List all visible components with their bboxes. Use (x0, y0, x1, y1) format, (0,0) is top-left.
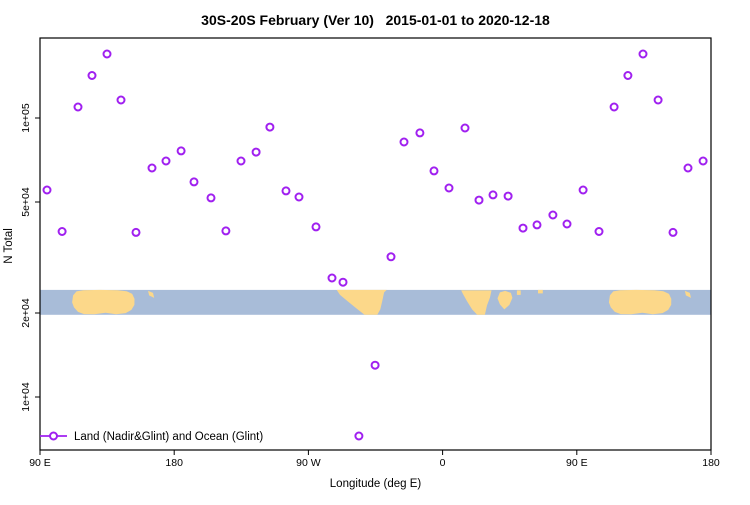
land-new-caledonia (684, 290, 691, 298)
data-point (698, 156, 708, 166)
plot-border (39, 37, 712, 451)
data-point (294, 192, 304, 202)
data-point (594, 227, 604, 236)
land-island-speck-2 (538, 289, 543, 294)
land-south-america (336, 289, 387, 315)
data-point (281, 186, 291, 196)
data-point (87, 71, 97, 80)
data-point (221, 226, 231, 236)
data-point (73, 102, 83, 112)
data-point (161, 156, 171, 166)
land-australia (72, 289, 135, 315)
data-point (399, 137, 409, 147)
data-point (236, 156, 246, 166)
data-point (503, 191, 513, 201)
data-point (338, 277, 348, 287)
data-point (176, 146, 186, 156)
legend: Land (Nadir&Glint) and Ocean (Glint) (40, 431, 263, 443)
data-point (251, 147, 261, 157)
land-new-caledonia (148, 290, 155, 298)
data-point (518, 223, 528, 233)
data-point (131, 227, 141, 237)
data-point (623, 71, 633, 80)
data-point (57, 227, 67, 236)
data-point (327, 273, 337, 283)
data-point (415, 128, 425, 138)
data-point (189, 177, 199, 187)
y-tick-label: 2e+04 (20, 298, 32, 328)
x-tick-label: 180 (702, 457, 720, 469)
data-point (683, 163, 693, 173)
data-point (638, 49, 648, 59)
data-point (206, 193, 216, 203)
data-point (265, 122, 275, 132)
x-axis: 90 E 180 90 W 0 90 E 180 (29, 450, 720, 469)
x-tick-label: 90 E (566, 457, 588, 469)
data-point (370, 360, 380, 370)
land-africa (461, 290, 492, 315)
chart-title: 30S-20S February (Ver 10) 2015-01-01 to … (201, 12, 550, 28)
y-tick-label: 1e+05 (20, 103, 32, 133)
data-point (474, 195, 484, 205)
y-axis: 1e+05 5e+04 2e+04 1e+04 (20, 103, 40, 412)
x-tick-label: 180 (165, 457, 183, 469)
data-point (609, 102, 619, 112)
data-point (653, 95, 663, 105)
data-point (460, 123, 470, 133)
legend-label: Land (Nadir&Glint) and Ocean (Glint) (74, 431, 263, 443)
map-strip (40, 289, 711, 315)
x-tick-label: 0 (440, 457, 446, 469)
data-point (311, 222, 321, 232)
y-axis-title: N Total (3, 228, 15, 264)
land-madagascar (497, 290, 513, 310)
x-tick-label: 90 E (29, 457, 51, 469)
x-tick-label: 90 W (296, 457, 321, 469)
data-point (444, 183, 454, 193)
data-point (429, 166, 439, 176)
land-australia (608, 289, 672, 315)
data-point (42, 185, 52, 195)
data-point (116, 95, 126, 105)
data-point (354, 431, 364, 441)
x-axis-title: Longitude (deg E) (330, 478, 422, 490)
data-point (548, 210, 558, 220)
legend-point-marker (49, 431, 58, 441)
data-point (147, 163, 157, 173)
y-tick-label: 1e+04 (20, 382, 32, 412)
data-point (488, 190, 498, 200)
data-point (562, 219, 572, 229)
y-tick-label: 5e+04 (20, 187, 32, 217)
data-points (42, 49, 708, 441)
data-point (578, 185, 588, 195)
land-island-speck-1 (516, 290, 521, 295)
data-point (668, 227, 678, 237)
data-point (102, 49, 112, 59)
data-point (386, 252, 396, 262)
data-point (532, 220, 542, 230)
